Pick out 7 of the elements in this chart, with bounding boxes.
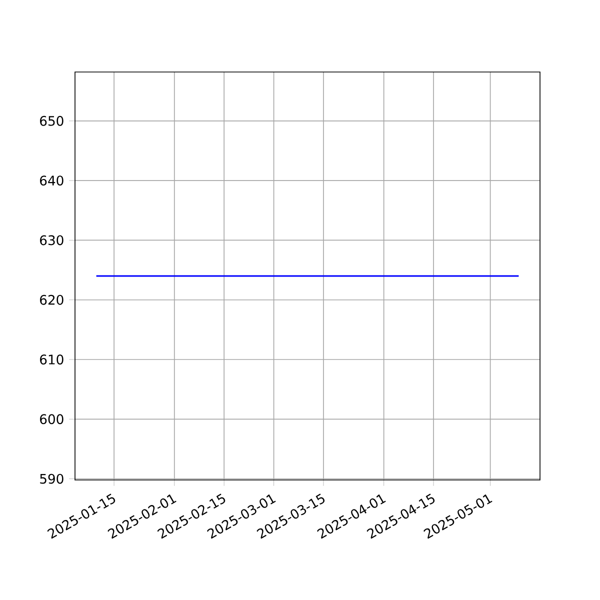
y-tick-label: 630 [40,235,64,246]
y-tick-label: 600 [40,414,64,424]
y-tick-label: 590 [40,474,64,484]
y-tick-label: 610 [40,354,64,364]
y-tick-label: 650 [40,116,64,126]
y-tick-label: 620 [40,294,64,305]
y-tick-label: 640 [40,176,64,186]
